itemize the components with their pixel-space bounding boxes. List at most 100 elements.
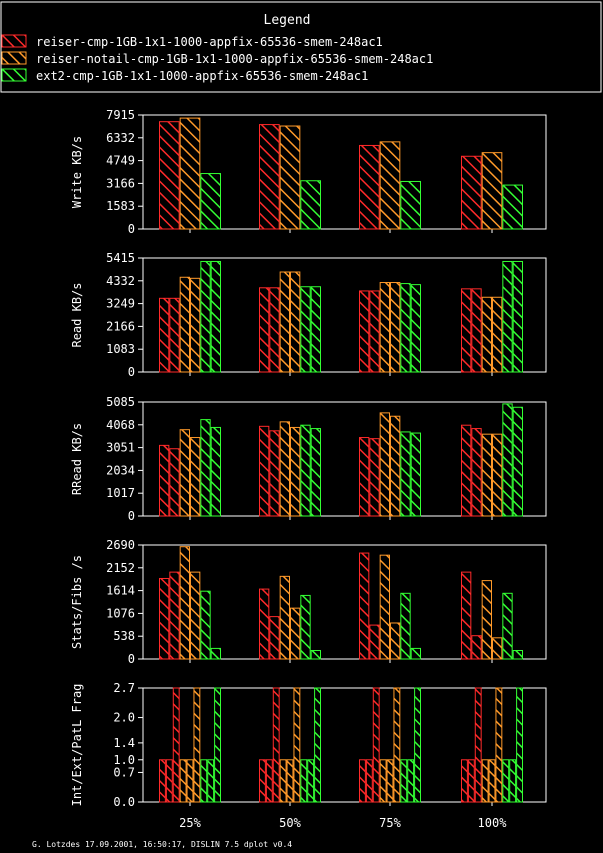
y-axis-label: Stats/Fibs /s [70,555,84,649]
bar [179,546,191,660]
y-tick-label: 538 [113,629,135,643]
bar [210,647,222,660]
plot-frame [142,257,547,373]
bar [410,647,421,660]
bar [509,759,517,803]
bar [386,759,394,803]
bar [359,144,380,230]
y-tick-label: 0 [128,509,135,523]
legend-entry: ext2-cmp-1GB-1x1-1000-appfix-65536-smem-… [1,68,368,83]
bar [512,406,524,517]
bar [159,444,170,517]
bar [461,288,472,373]
bar [481,580,492,660]
bar [214,687,222,803]
bar [269,287,280,373]
bar [390,415,401,517]
bar [310,428,321,517]
bar [379,554,390,660]
y-tick-label: 3051 [106,441,135,455]
bar [492,296,503,373]
bar [502,184,524,230]
chart-panel: 0.0 0.71.0 1.4 2.0 2.7 Int/Ext/PatL Frag [70,681,547,809]
bar [359,437,370,517]
bar [410,284,421,373]
bar [279,125,301,230]
y-tick-label: 7915 [106,108,135,122]
bar [461,155,482,230]
x-tick-label: 75% [379,816,401,830]
y-tick-label: 2.0 [113,711,135,725]
bar [414,687,422,803]
y-tick-label: 0.7 [113,765,135,779]
chart-panel: 0 1017 2034 3051 4068 5085 RRead KB/s [70,395,547,523]
bar [481,296,492,373]
bar [471,428,482,517]
bar [512,260,524,373]
bar [400,759,408,803]
bar [495,687,503,803]
chart-panel: 0 538 1076 1614 2152 2690 Stats/Fibs /s [70,538,547,666]
bar [169,297,180,373]
bar [310,286,321,373]
bar [390,282,401,373]
bar [359,290,370,373]
bar [179,276,191,373]
y-tick-label: 0 [128,222,135,236]
bar [186,759,194,803]
bar [259,588,270,660]
bar [179,117,201,230]
bar [474,687,482,803]
y-tick-label: 4332 [106,274,135,288]
y-axis-label: Read KB/s [70,282,84,347]
bar [200,260,211,373]
y-tick-label: 5085 [106,395,135,409]
bar [467,759,475,803]
y-tick-label: 0 [128,365,135,379]
bar [159,759,166,803]
bar [279,421,290,517]
bar [300,180,322,230]
y-tick-label: 2.7 [113,681,135,695]
bar [300,424,311,517]
y-tick-label: 3249 [106,297,135,311]
bar [407,759,415,803]
bar [502,759,510,803]
bar [502,260,513,373]
bar [190,437,201,517]
y-axis-label: RRead KB/s [70,423,84,495]
y-tick-label: 0 [128,652,135,666]
bar [165,759,173,803]
bar [488,759,496,803]
bar [293,687,301,803]
bar [179,759,187,803]
legend-label-reiser: reiser-cmp-1GB-1x1-1000-appfix-65536-sme… [36,35,383,49]
bar [369,290,380,373]
bar [200,590,211,660]
y-tick-label: 5415 [106,251,135,265]
legend: Legend reiser-cmp-1GB-1x1-1000-appfix-65… [0,1,602,93]
bar [259,124,280,230]
bar [390,622,401,660]
bar [290,271,301,373]
bar [290,607,301,660]
bar [279,759,287,803]
bar [279,575,290,660]
bar [200,759,208,803]
bar [481,152,503,230]
y-tick-label: 2690 [106,538,135,552]
plot-frame [142,544,547,660]
bar [179,429,191,517]
x-axis-labels: 25% 50% 75% 100% [179,816,507,830]
bar [259,425,270,517]
bar [190,277,201,373]
bar [169,448,180,517]
bar [314,687,322,803]
y-tick-label: 1083 [106,342,135,356]
bar [461,759,468,803]
footer-text: G. Lotzdes 17.09.2001, 16:50:17, DISLIN … [32,840,292,849]
bar [310,650,321,660]
bar [502,403,513,517]
bar [307,759,315,803]
